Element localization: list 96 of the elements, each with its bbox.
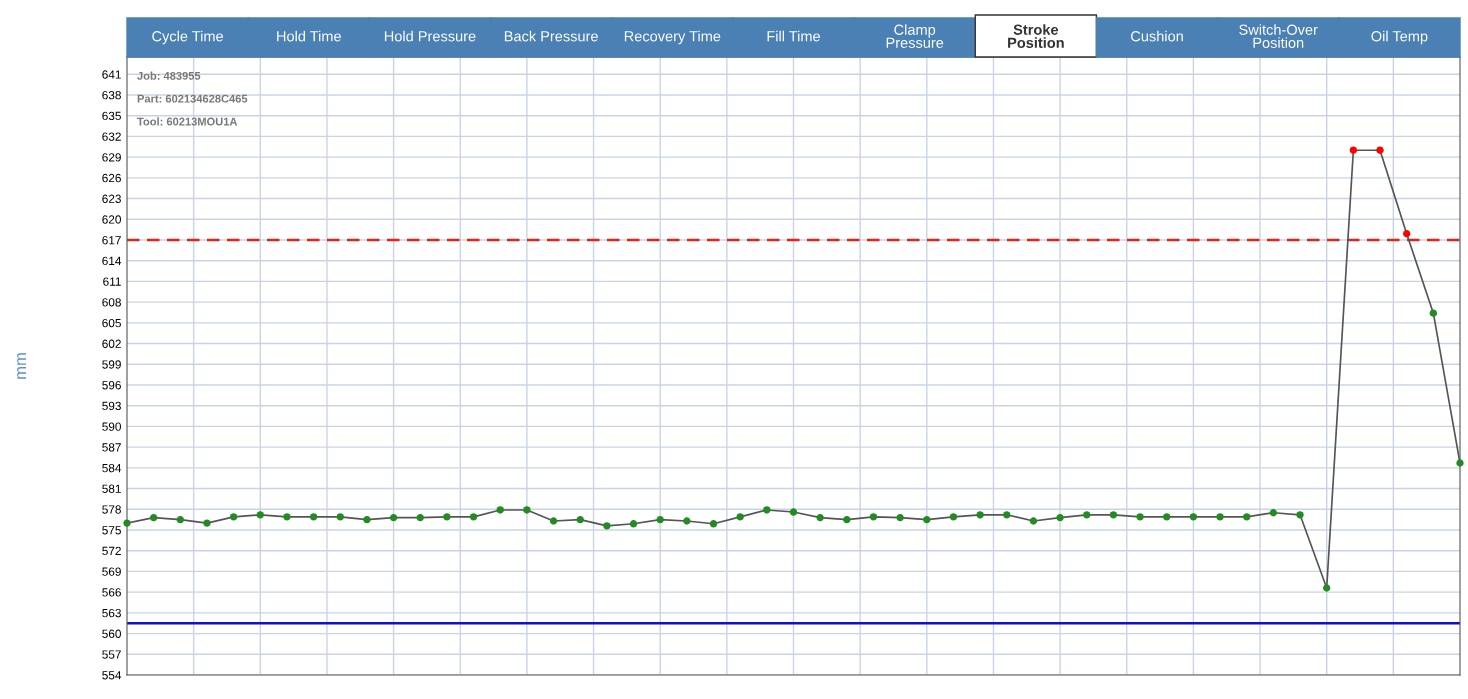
point bbox=[336, 513, 344, 521]
point bbox=[949, 513, 958, 521]
point bbox=[1083, 511, 1091, 519]
point bbox=[1109, 511, 1118, 519]
y-tick-label: 563 bbox=[102, 608, 121, 618]
point bbox=[1429, 309, 1438, 317]
y-tick-label: 626 bbox=[102, 173, 121, 183]
point bbox=[976, 511, 984, 519]
point bbox=[709, 520, 718, 528]
point bbox=[469, 513, 478, 521]
point bbox=[843, 515, 851, 524]
y-tick-label: 632 bbox=[102, 132, 121, 141]
y-tick-label: 560 bbox=[102, 629, 121, 638]
point bbox=[1136, 513, 1144, 521]
point bbox=[1349, 146, 1358, 154]
point bbox=[656, 515, 664, 524]
y-tick-label: 593 bbox=[102, 401, 121, 411]
text: Clamp Pressure bbox=[886, 24, 944, 48]
y-tick-label: 638 bbox=[102, 91, 121, 100]
y-tick-label: 599 bbox=[102, 360, 121, 369]
point bbox=[869, 513, 878, 521]
point bbox=[1403, 230, 1411, 238]
point bbox=[896, 513, 904, 522]
annotation: Part: 602134628C465 bbox=[137, 94, 248, 103]
text: Fill Time bbox=[767, 30, 820, 42]
point bbox=[309, 513, 318, 521]
text: Hold Pressure bbox=[384, 30, 476, 42]
y-tick-label: 578 bbox=[102, 505, 121, 514]
y-tick-label: 611 bbox=[103, 277, 121, 286]
point bbox=[176, 515, 184, 524]
y-tick-label: 620 bbox=[102, 215, 121, 224]
y-tick-label: 587 bbox=[102, 443, 121, 452]
point bbox=[629, 520, 638, 528]
text: Oil Temp bbox=[1371, 30, 1428, 45]
point bbox=[1323, 584, 1331, 592]
text: Hold Time bbox=[277, 30, 341, 42]
point bbox=[683, 517, 691, 525]
point bbox=[363, 515, 371, 524]
point bbox=[1163, 513, 1171, 521]
point bbox=[1376, 146, 1384, 154]
point bbox=[1243, 513, 1251, 521]
y-tick-label: 557 bbox=[102, 650, 121, 659]
point bbox=[149, 513, 158, 522]
y-tick-label: 629 bbox=[102, 153, 121, 162]
point bbox=[389, 513, 398, 522]
y-tick-label: 605 bbox=[102, 318, 121, 328]
text: Switch-Over Position bbox=[1239, 24, 1318, 48]
y-tick-label: 572 bbox=[102, 546, 121, 556]
y-tick-label: 623 bbox=[102, 194, 121, 203]
y-tick-label: 617 bbox=[102, 236, 121, 245]
point bbox=[416, 513, 424, 522]
point bbox=[1189, 513, 1198, 521]
y-tick-label: 596 bbox=[102, 381, 121, 390]
point bbox=[256, 511, 264, 519]
y-tick-label: 575 bbox=[102, 526, 121, 535]
y-axis-title: mm bbox=[17, 353, 27, 379]
annotation: Job: 483955 bbox=[137, 71, 201, 80]
y-tick-label: 602 bbox=[102, 339, 121, 348]
point bbox=[523, 506, 531, 514]
point bbox=[1216, 513, 1224, 521]
point bbox=[1029, 517, 1038, 525]
point bbox=[443, 513, 451, 521]
point bbox=[789, 508, 798, 516]
y-tick-label: 569 bbox=[102, 567, 121, 576]
point bbox=[1456, 459, 1464, 467]
y-tick-label: 584 bbox=[102, 463, 122, 473]
point bbox=[229, 513, 238, 521]
y-tick-label: 590 bbox=[102, 422, 121, 431]
point bbox=[203, 519, 211, 527]
y-tick-label: 635 bbox=[102, 111, 121, 121]
y-tick-label: 608 bbox=[102, 298, 121, 307]
point bbox=[736, 513, 744, 521]
point bbox=[549, 517, 558, 525]
text: Cushion bbox=[1131, 30, 1183, 42]
y-tick-label: 566 bbox=[102, 588, 121, 597]
text: Back Pressure bbox=[504, 30, 598, 42]
point bbox=[496, 506, 504, 514]
y-tick-label: 554 bbox=[102, 671, 122, 680]
point bbox=[576, 515, 584, 524]
y-tick-label: 581 bbox=[102, 484, 121, 493]
point bbox=[603, 522, 611, 530]
point bbox=[1269, 509, 1278, 517]
annotation: Tool: 60213MOU1A bbox=[137, 117, 238, 126]
point bbox=[816, 513, 824, 522]
text: Cycle Time bbox=[152, 30, 224, 45]
point bbox=[923, 515, 931, 524]
text: Recovery Time bbox=[624, 30, 721, 45]
point bbox=[763, 506, 771, 514]
point bbox=[283, 513, 291, 521]
chart-title: Stroke Position bbox=[1008, 24, 1064, 48]
point bbox=[123, 519, 131, 527]
y-tick-label: 614 bbox=[102, 256, 122, 266]
point bbox=[1056, 513, 1064, 522]
y-tick-label: 641 bbox=[102, 70, 121, 79]
point bbox=[1296, 511, 1304, 519]
point bbox=[1003, 511, 1011, 519]
